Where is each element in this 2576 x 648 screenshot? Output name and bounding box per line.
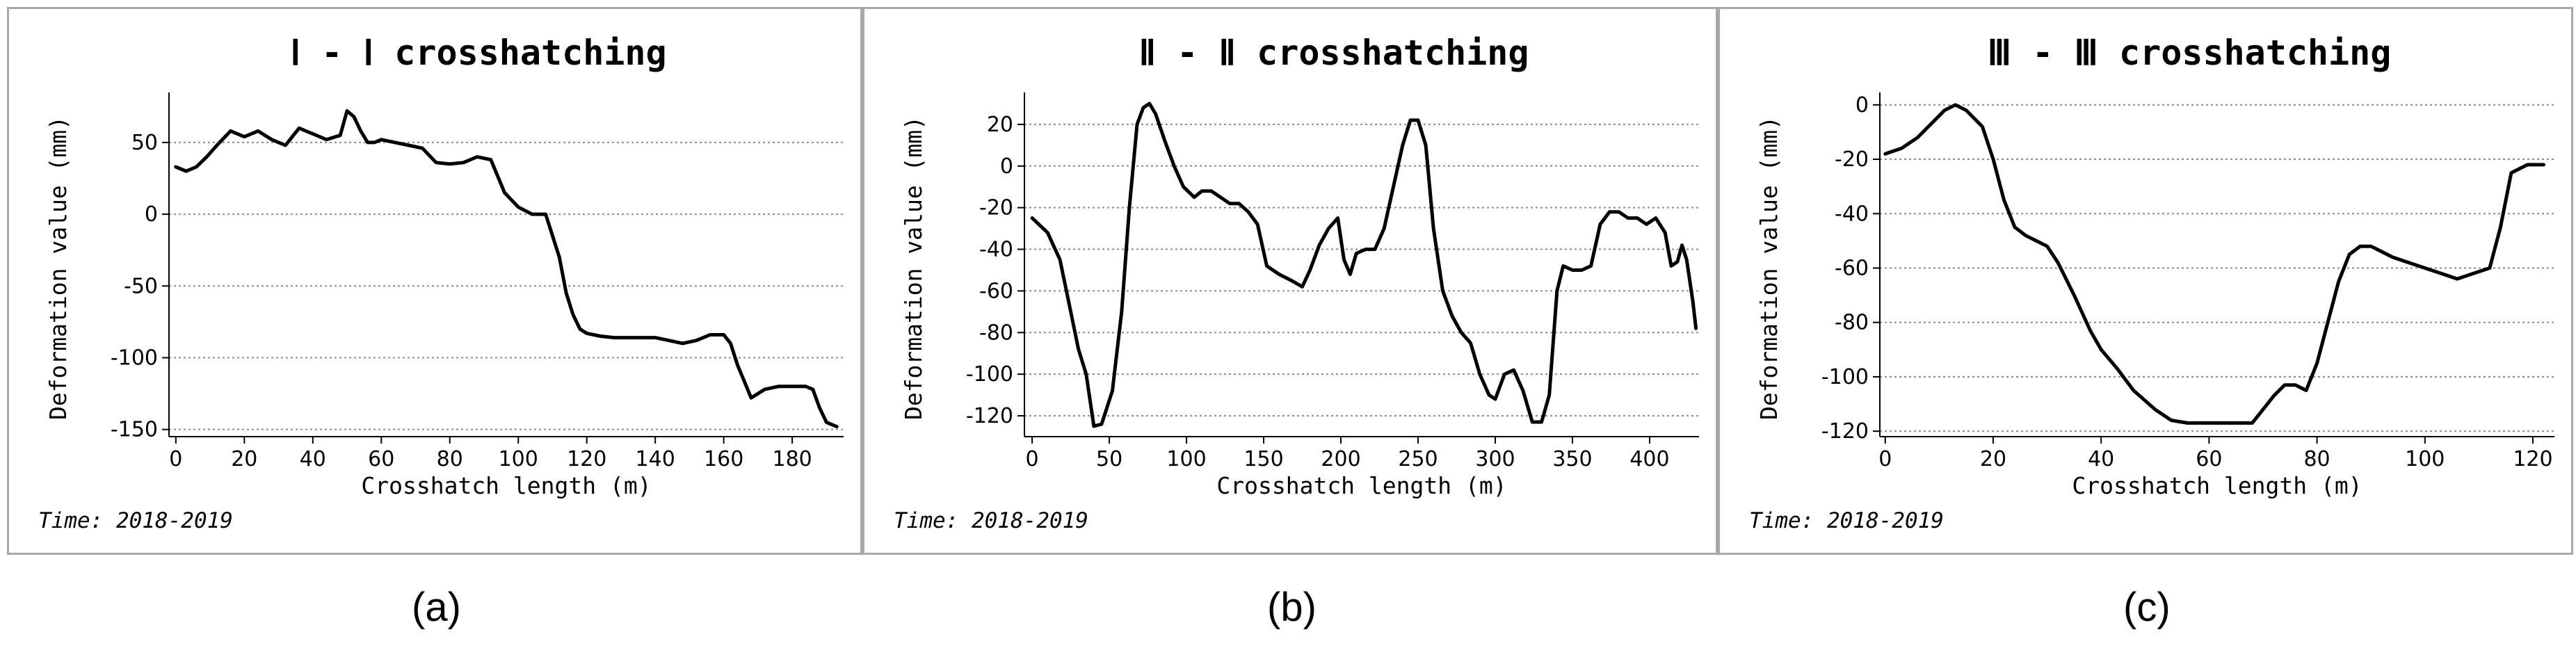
x-tick-label: 50 bbox=[1096, 447, 1122, 471]
series-line bbox=[174, 109, 839, 429]
x-axis-label: Crosshatch length (m) bbox=[1216, 472, 1506, 499]
chart-title: Ⅲ - Ⅲ crosshatching bbox=[1988, 33, 2392, 73]
x-tick-label: 0 bbox=[1026, 447, 1039, 471]
x-tick-label: 80 bbox=[437, 447, 463, 471]
chart-title: Ⅱ - Ⅱ crosshatching bbox=[1139, 33, 1529, 73]
x-tick-label: 100 bbox=[2405, 447, 2445, 471]
caption-c: (c) bbox=[2123, 585, 2171, 630]
x-tick-label: 40 bbox=[300, 447, 326, 471]
y-tick-label: 0 bbox=[1000, 154, 1013, 179]
y-tick-label: -100 bbox=[1821, 365, 1869, 389]
y-tick-label: -60 bbox=[1835, 257, 1869, 281]
chart-panel-a: Ⅰ - Ⅰ crosshatching 50 0 -50 -100 -150 0 20 40 60… bbox=[7, 7, 862, 555]
x-tick-label: 20 bbox=[231, 447, 257, 471]
chart-panel-c: Ⅲ - Ⅲ crosshatching 0 -20 -40 -60 -80 -100 -120… bbox=[1718, 7, 2573, 555]
x-tick-label: 160 bbox=[704, 447, 743, 471]
x-tick-label: 300 bbox=[1475, 447, 1515, 471]
y-tick-label: 20 bbox=[987, 113, 1013, 137]
x-tick-label: 140 bbox=[636, 447, 675, 471]
y-axis-label: Deformation value (mm) bbox=[45, 116, 72, 420]
caption-a: (a) bbox=[412, 585, 461, 630]
series-line bbox=[1030, 102, 1698, 428]
y-tick-label: -40 bbox=[1835, 202, 1869, 226]
series-line bbox=[1883, 103, 2545, 425]
x-tick-label: 100 bbox=[1166, 447, 1206, 471]
time-label: Time: 2018-2019 bbox=[1749, 508, 1944, 533]
chart-c-svg: Ⅲ - Ⅲ crosshatching 0 -20 -40 -60 -80 -100 -120… bbox=[1755, 33, 2554, 499]
chart-a-svg: Ⅰ - Ⅰ crosshatching 50 0 -50 -100 -150 0 20 40 60… bbox=[45, 33, 844, 499]
x-tick-label: 120 bbox=[2513, 447, 2552, 471]
x-tick-label: 100 bbox=[499, 447, 538, 471]
chart-panel-b: Ⅱ - Ⅱ crosshatching 20 0 -20 -40 -60 -80 -100 -1… bbox=[862, 7, 1718, 555]
chart-title: Ⅰ - Ⅰ crosshatching bbox=[290, 33, 666, 73]
y-tick-label: -40 bbox=[979, 238, 1013, 262]
x-tick-label: 180 bbox=[773, 447, 812, 471]
x-tick-label: 120 bbox=[567, 447, 606, 471]
y-tick-label: -100 bbox=[966, 362, 1013, 387]
x-axis-label: Crosshatch length (m) bbox=[2072, 472, 2362, 499]
y-tick-label: -120 bbox=[966, 404, 1013, 428]
y-tick-label: 0 bbox=[1855, 93, 1869, 118]
caption-b: (b) bbox=[1267, 585, 1317, 630]
x-tick-label: 0 bbox=[169, 447, 182, 471]
x-tick-label: 60 bbox=[2196, 447, 2222, 471]
x-tick-label: 150 bbox=[1243, 447, 1283, 471]
y-axis-label: Deformation value (mm) bbox=[900, 116, 927, 420]
x-tick-label: 80 bbox=[2303, 447, 2330, 471]
time-label: Time: 2018-2019 bbox=[894, 508, 1088, 533]
y-tick-label: 50 bbox=[131, 131, 158, 155]
y-tick-label: -20 bbox=[979, 196, 1013, 220]
x-tick-label: 400 bbox=[1629, 447, 1669, 471]
x-tick-label: 40 bbox=[2088, 447, 2114, 471]
y-tick-label: -100 bbox=[111, 346, 158, 370]
x-tick-label: 20 bbox=[1980, 447, 2006, 471]
y-tick-label: -150 bbox=[111, 418, 158, 442]
x-tick-label: 60 bbox=[368, 447, 394, 471]
x-tick-label: 200 bbox=[1321, 447, 1360, 471]
x-tick-label: 250 bbox=[1398, 447, 1438, 471]
x-tick-label: 0 bbox=[1878, 447, 1892, 471]
y-tick-label: -120 bbox=[1821, 419, 1869, 444]
y-tick-label: 0 bbox=[145, 202, 158, 227]
y-tick-label: -20 bbox=[1835, 147, 1869, 172]
y-tick-label: -50 bbox=[124, 274, 158, 298]
y-tick-label: -60 bbox=[979, 279, 1013, 303]
y-tick-label: -80 bbox=[1835, 311, 1869, 335]
y-tick-label: -80 bbox=[979, 321, 1013, 345]
x-tick-label: 350 bbox=[1552, 447, 1592, 471]
time-label: Time: 2018-2019 bbox=[38, 508, 233, 533]
chart-b-svg: Ⅱ - Ⅱ crosshatching200-20-40-60-80-100-1… bbox=[900, 33, 1699, 499]
y-axis-label: Deformation value (mm) bbox=[1755, 116, 1782, 420]
x-axis-label: Crosshatch length (m) bbox=[361, 472, 651, 499]
